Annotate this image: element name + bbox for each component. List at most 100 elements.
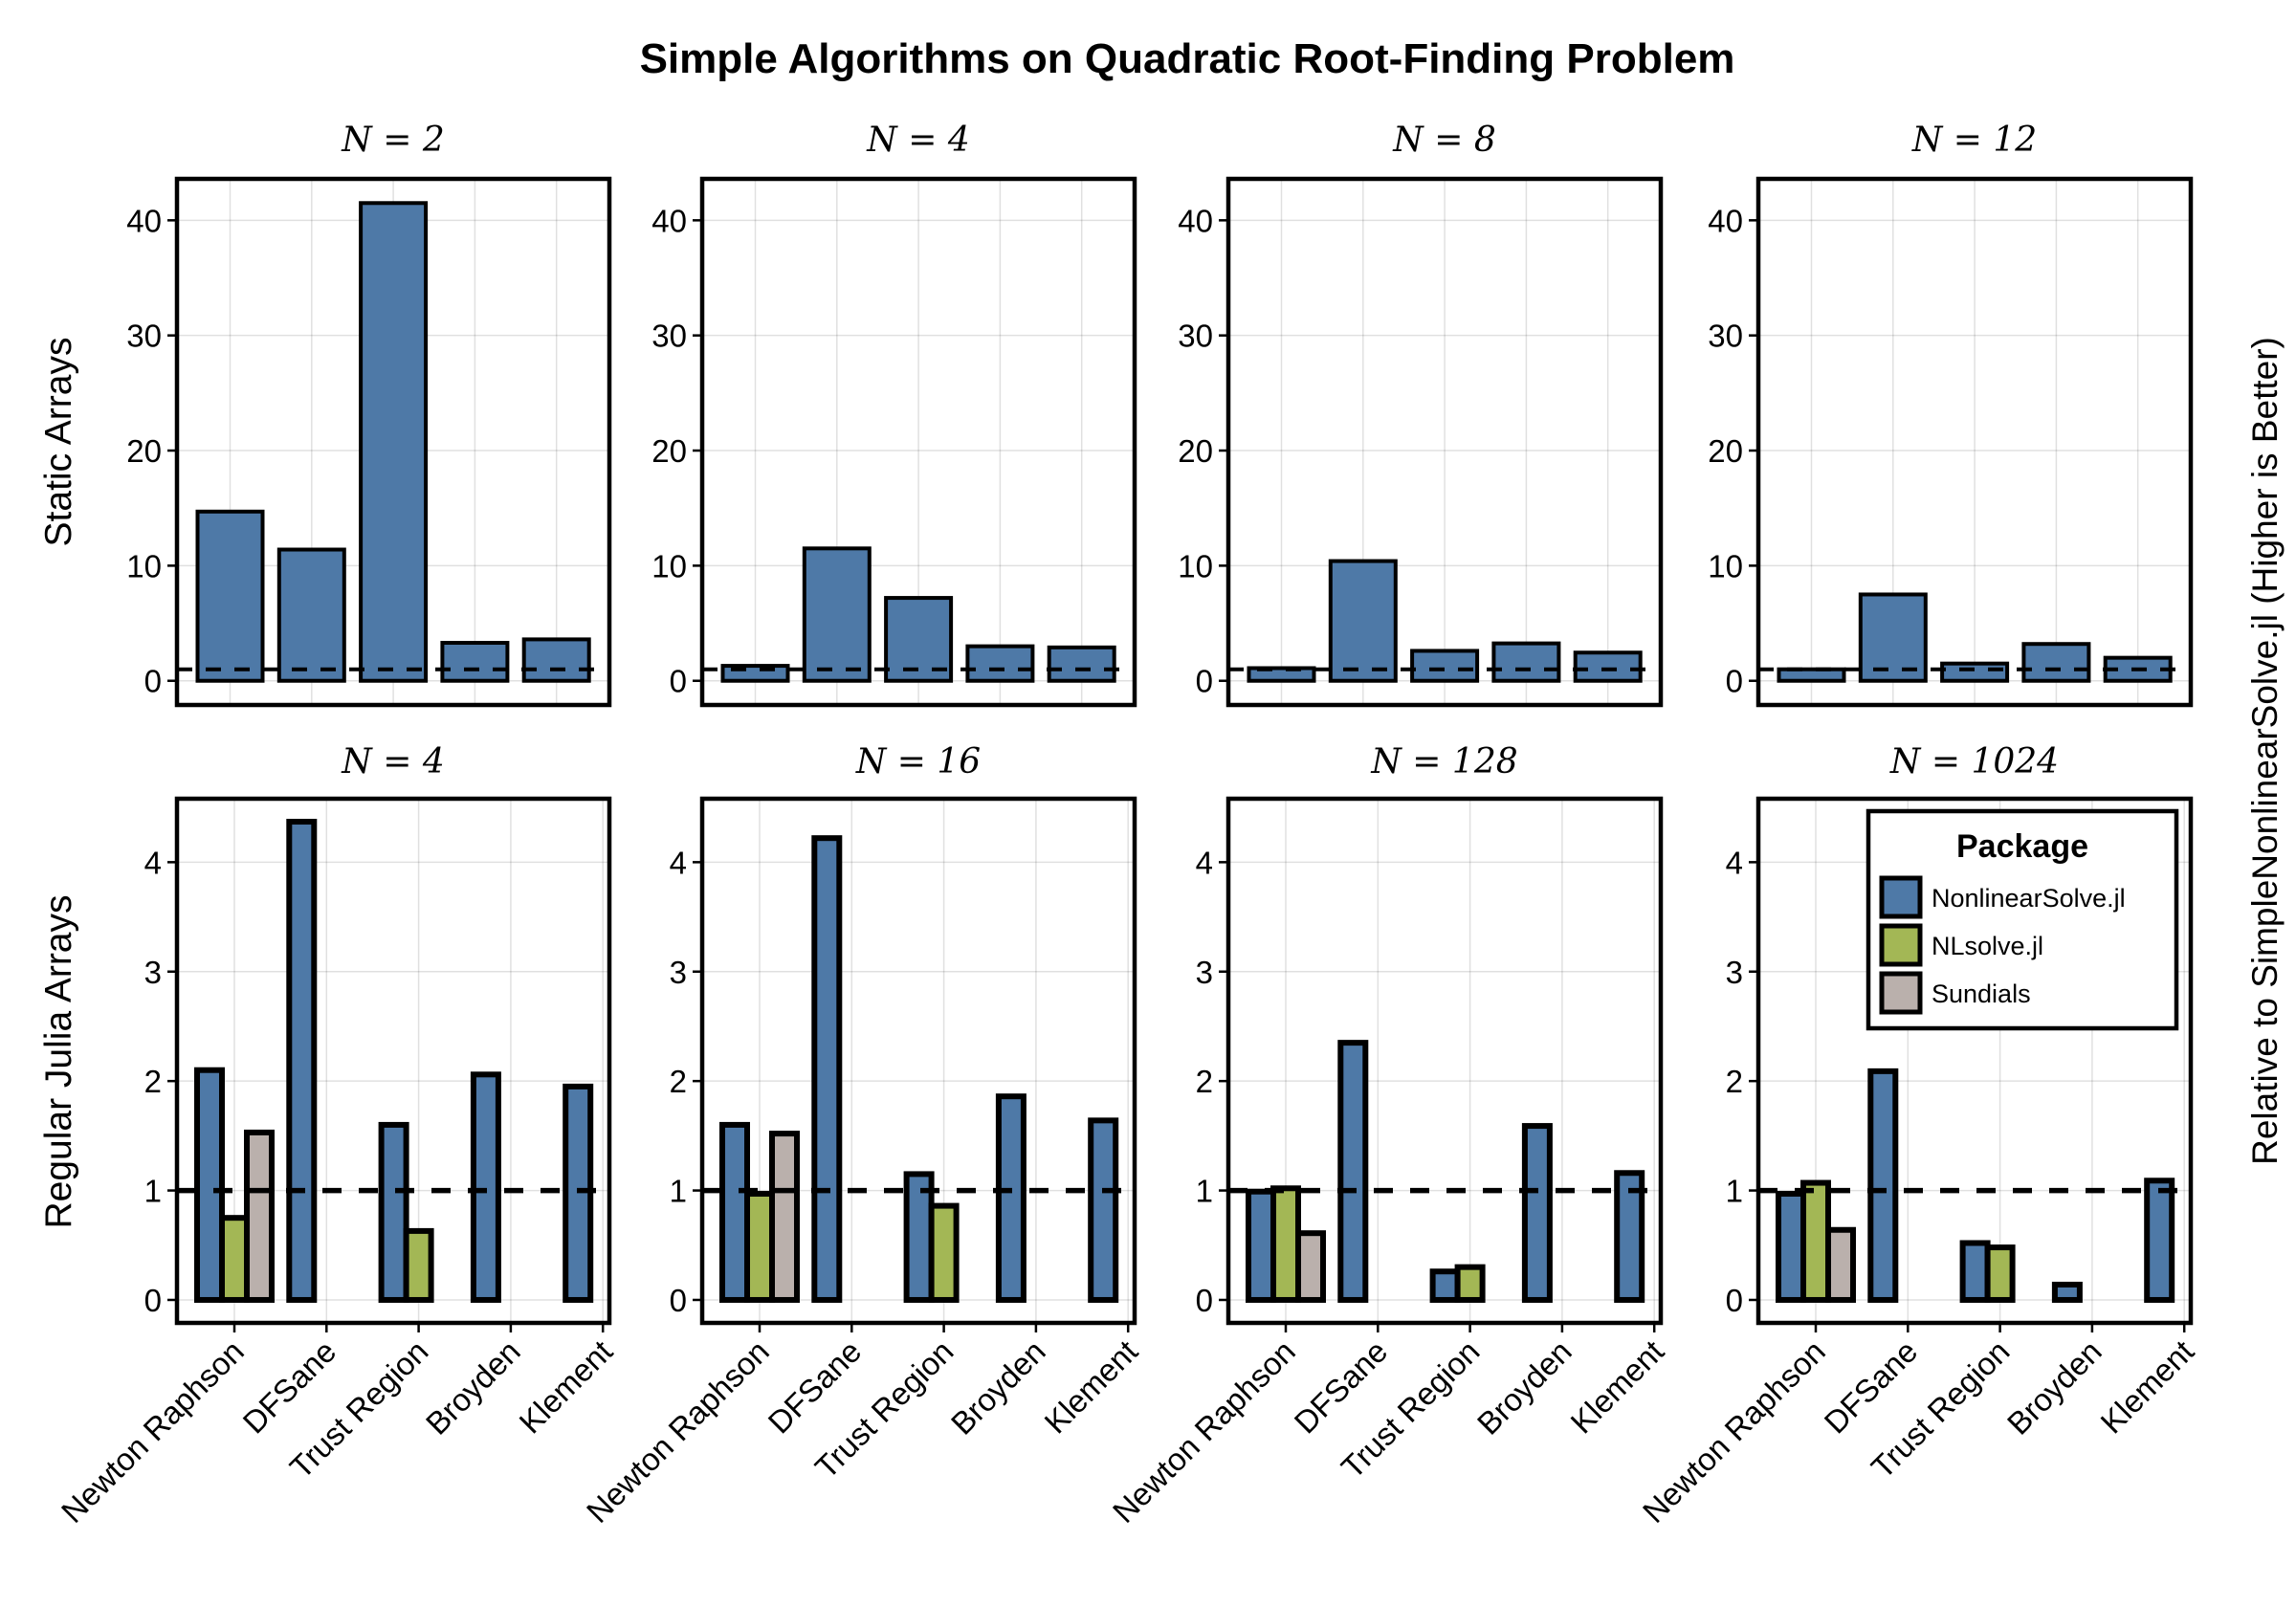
bar-sundials-newton-raphson (1825, 1226, 1856, 1303)
y-axis-side-label: Relative to SimpleNonlinearSolve.jl (Hig… (2245, 337, 2285, 1165)
bar-nonlinearsolve-jl-broyden (2021, 642, 2091, 683)
axes-frame (1225, 796, 1664, 1326)
bar-nonlinearsolve-jl-newton-raphson (1776, 1191, 1806, 1303)
x-tick-label: Klement (512, 1333, 619, 1441)
bar-nonlinearsolve-jl-trust-region (1940, 661, 2010, 683)
y-tick-label: 3 (1196, 955, 1213, 990)
y-tick-label: 10 (1708, 548, 1743, 583)
y-tick-label: 3 (1726, 955, 1743, 990)
bar-nlsolve-jl-trust-region (1454, 1264, 1486, 1303)
panel-title: N = 4 (341, 742, 444, 781)
legend-swatch-nlsolve-jl (1879, 923, 1923, 967)
bar-sundials-newton-raphson (769, 1131, 800, 1303)
legend-title: Package (1956, 828, 2088, 865)
legend-swatch-sundials (1879, 971, 1923, 1015)
axes-frame (699, 796, 1137, 1326)
bar-sundials-newton-raphson (244, 1129, 275, 1303)
y-tick-label: 30 (126, 319, 162, 354)
bar-nlsolve-jl-newton-raphson (1800, 1179, 1831, 1303)
bar-nonlinearsolve-jl-dfsane (811, 835, 843, 1303)
panel-title: N = 2 (341, 121, 444, 160)
x-tick-label: Newton Raphson (55, 1333, 251, 1530)
legend-swatch-nonlinearsolve-jl (1879, 875, 1923, 919)
x-tick-label: Klement (2093, 1333, 2200, 1441)
y-tick-label: 20 (126, 433, 162, 469)
bar-nonlinearsolve-jl-trust-region (359, 201, 429, 683)
bar-nonlinearsolve-jl-dfsane (802, 546, 872, 683)
y-tick-label: 1 (670, 1174, 687, 1209)
bar-nonlinearsolve-jl-klement (2144, 1178, 2175, 1303)
y-tick-label: 4 (1196, 845, 1213, 880)
bar-nlsolve-jl-trust-region (403, 1227, 434, 1303)
y-tick-label: 20 (1708, 433, 1743, 469)
y-tick-label: 2 (1196, 1064, 1213, 1099)
axes-frame (174, 796, 612, 1326)
bar-nonlinearsolve-jl-broyden (1521, 1123, 1553, 1303)
y-tick-label: 0 (144, 664, 162, 699)
bar-nonlinearsolve-jl-broyden (2051, 1281, 2083, 1303)
bar-nonlinearsolve-jl-trust-region (1959, 1240, 1991, 1303)
bar-nonlinearsolve-jl-trust-region (884, 596, 954, 683)
y-tick-label: 40 (651, 203, 687, 238)
x-tick-label: Klement (1563, 1333, 1670, 1441)
y-tick-label: 3 (144, 955, 162, 990)
y-tick-label: 30 (1178, 319, 1213, 354)
bar-nonlinearsolve-jl-newton-raphson (1777, 667, 1846, 683)
chart-title: Simple Algorithms on Quadratic Root-Find… (640, 35, 1735, 82)
bar-nonlinearsolve-jl-broyden (965, 644, 1035, 683)
y-tick-label: 10 (651, 548, 687, 583)
bar-nonlinearsolve-jl-klement (1573, 650, 1643, 683)
bar-nlsolve-jl-newton-raphson (219, 1215, 250, 1303)
x-tick-label: Broyden (944, 1333, 1052, 1442)
panel-static-arrays-n-8: N = 8 0 10 20 30 40 (1178, 121, 1664, 708)
legend-label-nlsolve-jl: NLsolve.jl (1932, 932, 2043, 960)
y-tick-label: 1 (144, 1174, 162, 1209)
y-tick-label: 0 (1726, 664, 1743, 699)
axes-frame (699, 176, 1137, 708)
y-tick-label: 0 (1726, 1283, 1743, 1318)
y-tick-label: 0 (670, 664, 687, 699)
y-tick-label: 30 (1708, 319, 1743, 354)
panel-title: N = 12 (1911, 121, 2037, 160)
panel-static-arrays-n-2: N = 2 0 10 20 30 40 (126, 121, 612, 708)
bar-nlsolve-jl-newton-raphson (1270, 1185, 1301, 1303)
y-tick-label: 1 (1726, 1174, 1743, 1209)
bar-nonlinearsolve-jl-dfsane (1858, 592, 1928, 683)
panel-title: N = 4 (866, 121, 969, 160)
x-tick-label: Broyden (419, 1333, 527, 1442)
x-tick-label: Broyden (1470, 1333, 1578, 1442)
panel-static-arrays-n-4: N = 4 0 10 20 30 40 (651, 121, 1137, 708)
bar-nonlinearsolve-jl-newton-raphson (1246, 1188, 1276, 1303)
y-tick-label: 2 (144, 1064, 162, 1099)
axes-frame (174, 176, 612, 708)
panel-title: N = 1024 (1889, 742, 2059, 781)
y-tick-label: 2 (670, 1064, 687, 1099)
y-tick-label: 0 (1196, 1283, 1213, 1318)
axes-frame (1755, 796, 2194, 1326)
y-tick-label: 40 (1178, 203, 1213, 238)
bar-nonlinearsolve-jl-broyden (470, 1071, 501, 1303)
legend-label-nonlinearsolve-jl: NonlinearSolve.jl (1932, 884, 2126, 913)
bar-nonlinearsolve-jl-newton-raphson (719, 1121, 750, 1303)
y-tick-label: 20 (1178, 433, 1213, 469)
bar-nonlinearsolve-jl-dfsane (1337, 1040, 1369, 1303)
legend: Package NonlinearSolve.jl NLsolve.jl Sundia… (1866, 808, 2179, 1031)
bar-nonlinearsolve-jl-dfsane (276, 547, 346, 683)
y-tick-label: 40 (126, 203, 162, 238)
panel-title: N = 8 (1392, 121, 1495, 160)
bar-nonlinearsolve-jl-dfsane (286, 819, 318, 1303)
panel-title: N = 128 (1370, 742, 1517, 781)
bar-nonlinearsolve-jl-dfsane (1328, 559, 1398, 683)
x-tick-label: Broyden (2000, 1333, 2108, 1442)
y-tick-label: 30 (651, 319, 687, 354)
bar-nonlinearsolve-jl-dfsane (1867, 1068, 1899, 1303)
row-label-static-arrays: Static Arrays (38, 338, 79, 547)
y-tick-label: 3 (670, 955, 687, 990)
y-tick-label: 4 (670, 845, 687, 880)
y-tick-label: 0 (1196, 664, 1213, 699)
bar-nonlinearsolve-jl-trust-region (1410, 649, 1480, 683)
